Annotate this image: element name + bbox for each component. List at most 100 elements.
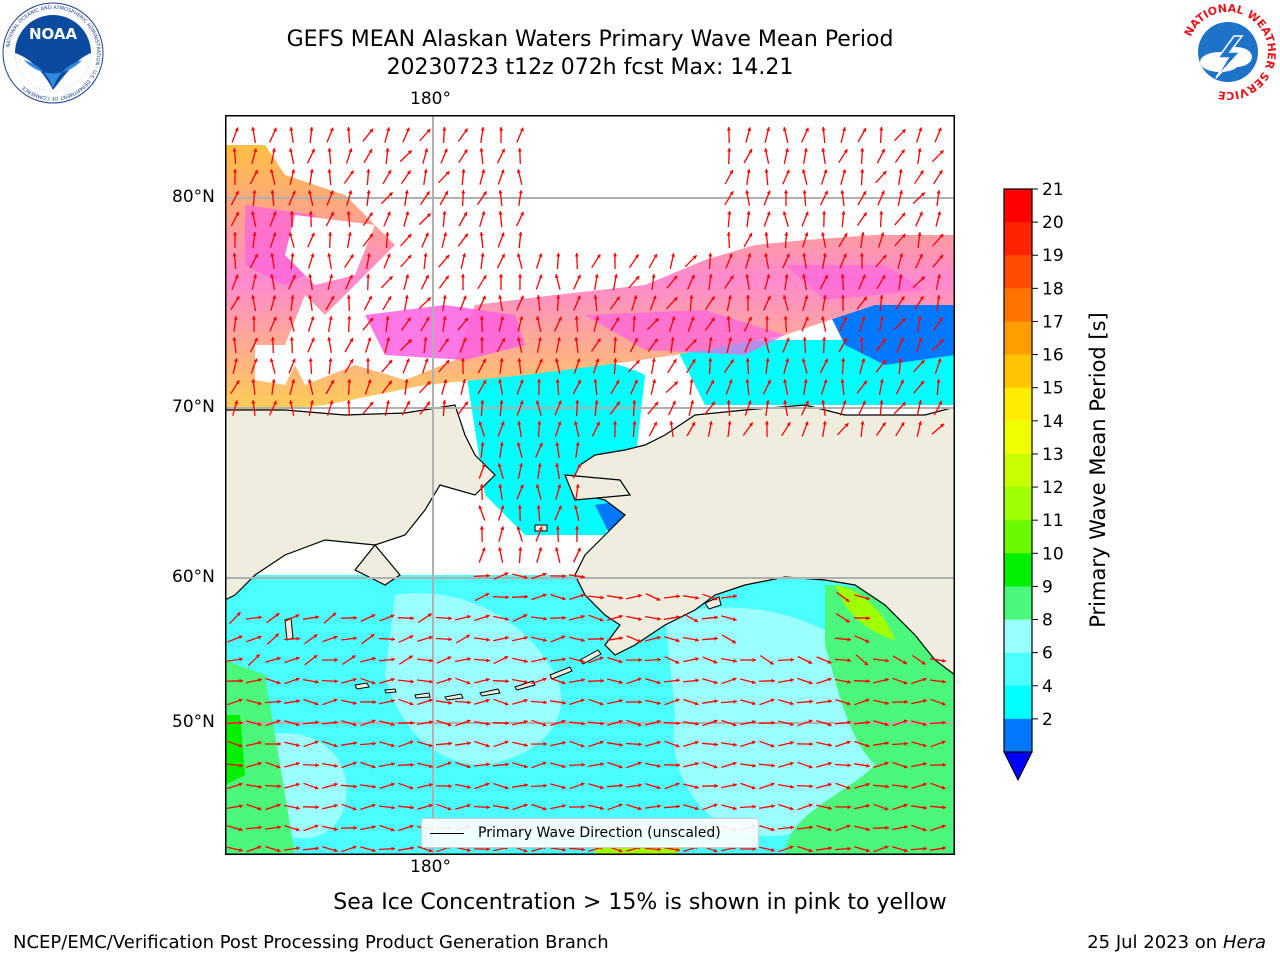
wave-arrow-head xyxy=(634,254,639,259)
wave-arrow-head xyxy=(809,784,813,789)
wave-arrow-head xyxy=(842,169,847,174)
wave-arrow-head xyxy=(809,699,813,704)
wave-arrow-head xyxy=(442,127,447,131)
wave-arrow-head xyxy=(824,190,828,195)
wave-arrow-head xyxy=(308,295,313,299)
wave-arrow-head xyxy=(879,211,884,215)
wave-arrow-head xyxy=(618,719,623,724)
wave-arrow-head xyxy=(939,254,944,259)
wave-arrow-head xyxy=(257,635,262,640)
wave-arrow-head xyxy=(669,421,674,425)
wave-arrow-head xyxy=(524,783,528,788)
wave-arrow-head xyxy=(315,763,319,768)
wave-arrow-head xyxy=(257,761,262,766)
wave-arrow-head xyxy=(879,127,884,131)
wave-arrow-head xyxy=(619,636,623,641)
wave-arrow-head xyxy=(505,762,509,767)
wave-arrow-head xyxy=(500,316,505,320)
wave-arrow-head xyxy=(296,636,300,641)
wave-arrow-head xyxy=(904,825,908,830)
wave-arrow-head xyxy=(732,761,737,766)
wave-arrow-head xyxy=(618,614,623,619)
colorbar-tick-label: 12 xyxy=(1042,478,1064,498)
wave-arrow-head xyxy=(478,505,483,510)
wave-arrow-head xyxy=(652,379,657,383)
wave-arrow-head xyxy=(517,358,522,362)
wave-arrow-head xyxy=(523,764,528,769)
wave-arrow-head xyxy=(426,381,431,386)
wave-arrow-head xyxy=(714,615,718,620)
wave-arrow-head xyxy=(423,253,428,257)
wave-arrow-head xyxy=(657,804,661,809)
wave-arrow-head xyxy=(920,276,925,281)
wave-arrow-head xyxy=(524,743,528,747)
wave-arrow-head xyxy=(407,234,412,238)
wave-arrow-head xyxy=(937,358,942,363)
wave-arrow-head xyxy=(371,848,376,853)
wave-arrow-head xyxy=(461,190,466,194)
wave-arrow-head xyxy=(328,358,333,362)
wave-arrow-head xyxy=(409,824,414,829)
wave-arrow-head xyxy=(271,379,276,383)
wave-arrow-head xyxy=(428,803,433,808)
wave-arrow-head xyxy=(803,148,808,152)
wave-arrow-head xyxy=(808,803,813,808)
wave-arrow-head xyxy=(561,635,566,640)
wave-arrow-head xyxy=(790,657,794,662)
wave-arrow-head xyxy=(822,337,827,341)
wave-arrow-head xyxy=(277,699,281,704)
colorbar-tick-label: 17 xyxy=(1042,312,1064,332)
wave-arrow-head xyxy=(479,526,484,530)
wave-arrow-head xyxy=(745,274,750,278)
colorbar-tick-label: 13 xyxy=(1042,445,1064,465)
wave-arrow-head xyxy=(770,743,775,748)
wave-arrow-head xyxy=(504,740,509,745)
wave-arrow-head xyxy=(557,505,562,510)
wave-arrow-head xyxy=(464,233,468,238)
wave-arrow-head xyxy=(372,825,376,830)
wave-arrow-head xyxy=(919,211,923,216)
wave-arrow-head xyxy=(409,740,414,745)
wave-arrow-head xyxy=(936,295,941,299)
wave-arrow-head xyxy=(347,379,352,383)
wave-arrow-head xyxy=(518,274,523,278)
wave-arrow-head xyxy=(747,127,752,132)
wave-arrow-head xyxy=(448,637,452,642)
wave-arrow-head xyxy=(827,659,832,664)
wave-arrow-head xyxy=(445,254,450,259)
wave-arrow-head xyxy=(295,827,300,832)
wave-arrow-head xyxy=(942,805,946,810)
wave-arrow-head xyxy=(594,274,599,278)
wave-arrow-head xyxy=(634,337,638,342)
wave-arrow-head xyxy=(542,722,547,727)
wave-arrow-head xyxy=(385,400,390,404)
wave-arrow-head xyxy=(746,169,751,173)
wave-arrow-head xyxy=(844,423,849,428)
wave-arrow-head xyxy=(923,762,927,767)
wave-arrow-head xyxy=(426,213,431,218)
wave-arrow-head xyxy=(790,784,794,789)
wave-arrow-head xyxy=(233,316,238,320)
wave-arrow-head xyxy=(574,421,578,425)
wave-arrow-head xyxy=(315,846,319,851)
wave-arrow-head xyxy=(884,845,889,850)
wave-arrow-head xyxy=(865,698,870,703)
wave-arrow-head xyxy=(771,678,775,683)
colorbar-block xyxy=(1004,487,1032,521)
wave-arrow-head xyxy=(480,127,485,131)
wave-arrow-head xyxy=(656,597,661,601)
wave-arrow-head xyxy=(486,573,490,578)
wave-arrow-head xyxy=(555,379,560,383)
wave-arrow-head xyxy=(347,232,352,236)
wave-arrow-head xyxy=(368,212,373,217)
wave-arrow-head xyxy=(713,848,718,853)
colorbar-frame xyxy=(1003,188,1033,753)
wave-arrow-head xyxy=(251,379,256,383)
wave-arrow-head xyxy=(498,190,503,194)
wave-arrow-head xyxy=(751,701,756,706)
colorbar-tick-label: 16 xyxy=(1042,346,1064,366)
wave-arrow-head xyxy=(371,764,376,769)
wave-arrow-head xyxy=(562,847,566,852)
wave-arrow-head xyxy=(939,150,944,155)
wave-arrow-head xyxy=(765,358,770,362)
